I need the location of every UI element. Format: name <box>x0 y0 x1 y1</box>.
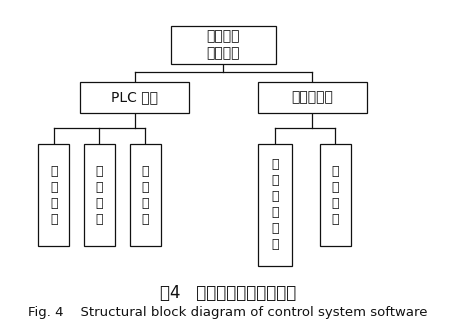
Text: 温控器程序: 温控器程序 <box>291 91 333 105</box>
Text: 输
入
输
出
控
制: 输 入 输 出 控 制 <box>271 158 278 251</box>
Text: 图4   控制系统软件结构框图: 图4 控制系统软件结构框图 <box>160 284 295 302</box>
Text: 控制系统
软件程序: 控制系统 软件程序 <box>206 29 240 60</box>
Bar <box>80 83 189 113</box>
Bar <box>171 26 275 64</box>
Text: 自
动
运
行: 自 动 运 行 <box>50 165 57 226</box>
Text: 辅
助
功
能: 辅 助 功 能 <box>141 165 148 226</box>
Text: 报
警
处
理: 报 警 处 理 <box>96 165 103 226</box>
Bar <box>258 144 292 266</box>
Bar <box>84 144 115 246</box>
Bar <box>257 83 366 113</box>
Bar <box>38 144 69 246</box>
Text: 参
数
设
置: 参 数 设 置 <box>331 165 338 226</box>
Text: PLC 程序: PLC 程序 <box>111 91 158 105</box>
Text: Fig. 4    Structural block diagram of control system software: Fig. 4 Structural block diagram of contr… <box>28 307 427 319</box>
Bar <box>319 144 350 246</box>
Bar <box>129 144 160 246</box>
